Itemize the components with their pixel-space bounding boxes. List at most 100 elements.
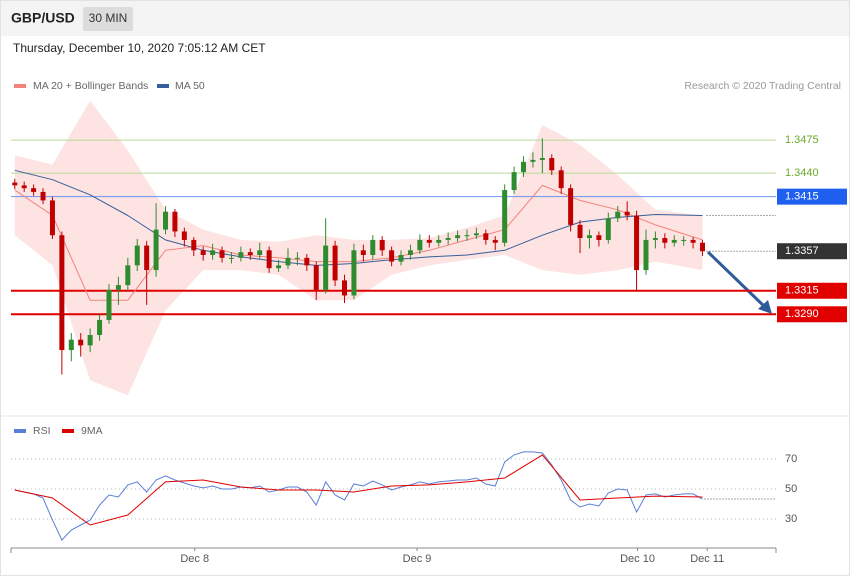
candle-body <box>163 211 169 230</box>
level-box <box>777 188 847 205</box>
candle-body <box>276 265 282 269</box>
candle-body <box>153 229 159 271</box>
candle-body <box>662 238 668 243</box>
candle-body <box>426 239 432 243</box>
candle-body <box>285 257 291 266</box>
candle-body <box>417 239 423 251</box>
y-tick-label: 50 <box>785 483 797 495</box>
candle-body <box>596 235 602 240</box>
level-label: 1.3357 <box>785 245 819 257</box>
level-label: 1.3415 <box>785 191 819 203</box>
candle-body <box>473 233 479 236</box>
credit: Research © 2020 Trading Central <box>684 80 841 92</box>
x-tick-label: Dec 11 <box>690 553 724 565</box>
candle-body <box>351 250 357 296</box>
candle-body <box>502 190 508 243</box>
candle-body <box>266 250 272 269</box>
legend-swatch <box>14 429 26 433</box>
candle-body <box>134 245 140 266</box>
candle-body <box>323 245 329 290</box>
candle-body <box>191 239 197 251</box>
legend-swatch <box>14 84 26 88</box>
candle-body <box>68 339 74 351</box>
candle-body <box>294 257 300 259</box>
candle-body <box>671 239 677 243</box>
candle-body <box>360 250 366 255</box>
candle-body <box>40 191 46 201</box>
candle-body <box>78 339 84 346</box>
candle-body <box>464 235 470 237</box>
candle-body <box>586 235 592 239</box>
candle-body <box>200 250 206 255</box>
candle-body <box>144 245 150 271</box>
legend-swatch <box>62 429 74 433</box>
legend-swatch <box>157 84 169 88</box>
candle-body <box>539 158 545 160</box>
candle-body <box>228 257 234 259</box>
candle-body <box>407 250 413 255</box>
candle-body <box>219 250 225 258</box>
level-label: 1.3290 <box>785 308 819 320</box>
candle-body <box>313 265 319 290</box>
candle-body <box>521 161 527 173</box>
candle-body <box>370 239 376 255</box>
datetime: Thursday, December 10, 2020 7:05:12 AM C… <box>13 41 266 55</box>
candle-body <box>115 285 121 290</box>
legend-label: MA 20 + Bollinger Bands <box>33 80 148 92</box>
candle-body <box>643 239 649 271</box>
legend-label: 9MA <box>81 425 103 437</box>
candle-body <box>634 215 640 271</box>
candle-body <box>605 218 611 240</box>
candle-body <box>257 250 263 255</box>
level-box <box>777 243 847 260</box>
candle-body <box>700 242 706 252</box>
candle-body <box>379 239 385 251</box>
candle-body <box>12 182 18 186</box>
candle-body <box>436 239 442 243</box>
candle-body <box>530 159 536 162</box>
level-label: 1.3475 <box>785 134 819 146</box>
rsi-line <box>14 451 703 541</box>
bollinger-band <box>14 100 703 396</box>
x-tick-label: Dec 10 <box>620 553 655 565</box>
interval[interactable]: 30 MIN <box>89 11 128 25</box>
candle-body <box>342 280 348 296</box>
candle-body <box>577 224 583 239</box>
header-bar <box>1 1 849 36</box>
candle-body <box>59 235 65 351</box>
forecast-arrow-head <box>758 300 772 314</box>
candle-body <box>681 239 687 241</box>
x-tick-label: Dec 9 <box>403 553 432 565</box>
candle-body <box>690 239 696 243</box>
candle-body <box>247 252 253 255</box>
candle-body <box>210 250 216 255</box>
level-label: 1.3315 <box>785 285 819 297</box>
candle-body <box>492 239 498 243</box>
candle-body <box>97 319 103 335</box>
legend-label: RSI <box>33 425 51 437</box>
candle-body <box>549 158 555 171</box>
candle-body <box>389 250 395 262</box>
candle-body <box>615 211 621 219</box>
x-tick-label: Dec 8 <box>180 553 209 565</box>
candle-body <box>21 185 27 189</box>
level-box <box>777 282 847 299</box>
candle-body <box>49 200 55 236</box>
y-tick-label: 30 <box>785 513 797 525</box>
candle-body <box>652 238 658 240</box>
rsi-line <box>14 454 703 526</box>
level-box <box>777 306 847 323</box>
candle-body <box>511 172 517 191</box>
candle-body <box>125 265 131 286</box>
y-tick-label: 70 <box>785 453 797 465</box>
candle-body <box>332 245 338 281</box>
candle-body <box>398 255 404 262</box>
candle-body <box>181 231 187 240</box>
candle-body <box>172 211 178 232</box>
candle-body <box>445 238 451 240</box>
symbol: GBP/USD <box>11 10 75 26</box>
interval-badge[interactable] <box>83 7 133 31</box>
candle-body <box>106 289 112 320</box>
